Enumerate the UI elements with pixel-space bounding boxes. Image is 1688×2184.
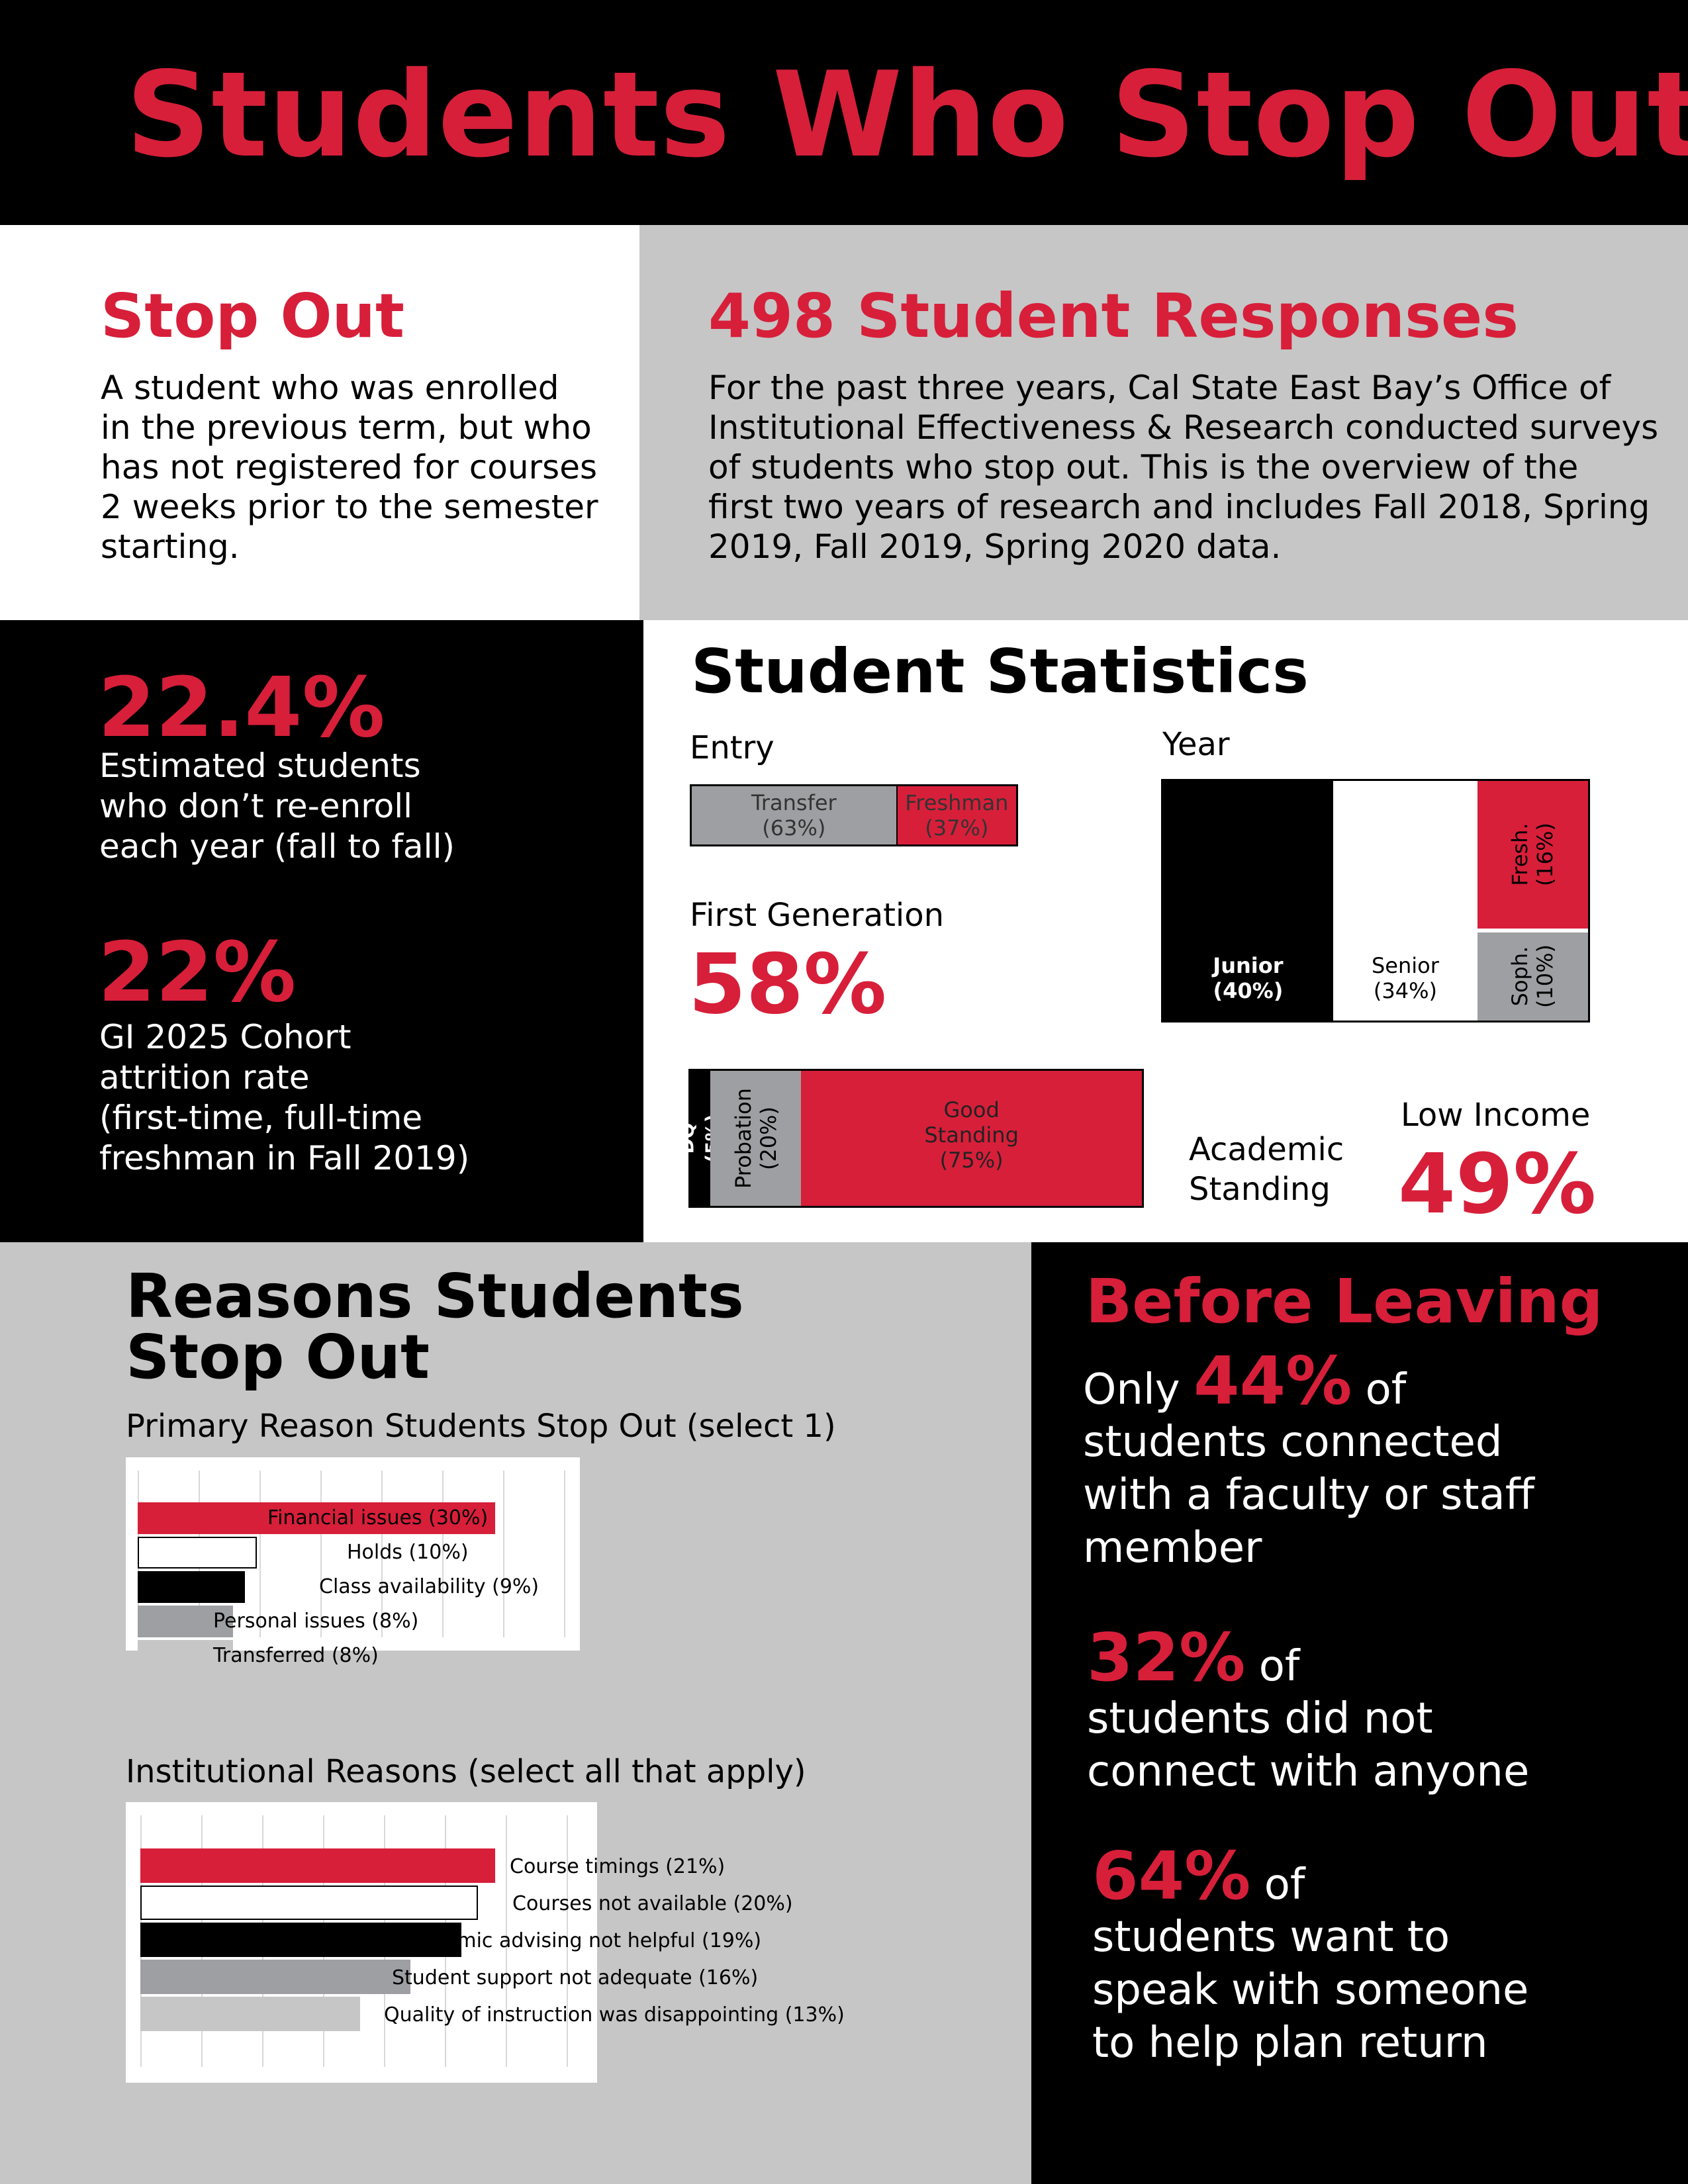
chart-bar: [138, 1502, 495, 1534]
gridline: [564, 1471, 565, 1637]
connected-prefix: Only: [1083, 1365, 1180, 1414]
chart-bar: [138, 1537, 257, 1569]
chart-bar: [138, 1640, 233, 1672]
header-banner: Students Who Stop Out: [0, 0, 1688, 225]
attrition-stats-panel: 22.4% Estimated students who don’t re-en…: [0, 620, 643, 1242]
connected-value: 44%: [1193, 1342, 1352, 1420]
year-label: Year: [1162, 726, 1230, 763]
year-segment-label: Senior (34%): [1371, 953, 1439, 1003]
institutional-reasons-title: Institutional Reasons (select all that a…: [126, 1753, 806, 1790]
before-leaving-heading: Before Leaving: [1086, 1266, 1603, 1337]
institutional-reasons-chart: Course timings (21%) Courses not availabl…: [126, 1802, 845, 2083]
responses-panel: 498 Student Responses For the past three…: [639, 225, 1688, 620]
standing-segment: Good Standing (75%): [801, 1071, 1142, 1206]
first-generation-label: First Generation: [690, 897, 945, 934]
plan-return-value: 64%: [1092, 1837, 1251, 1915]
connected-text: students connected with a faculty or sta…: [1083, 1418, 1534, 1572]
bar-label: Student support not adequate (16%): [392, 1966, 759, 1989]
bar-label: Personal issues (8%): [213, 1610, 419, 1633]
gridline: [442, 1471, 444, 1637]
no-connect-suffix: of: [1258, 1642, 1300, 1691]
year-segment: Senior (34%): [1333, 781, 1478, 1021]
first-generation-value: 58%: [688, 936, 887, 1032]
year-segment: Soph. (10%): [1477, 928, 1588, 1021]
bar-label: Transferred (8%): [213, 1644, 379, 1667]
bar-label: Courses not available (20%): [512, 1892, 793, 1915]
statistics-heading: Student Statistics: [691, 636, 1309, 707]
bar-label: Quality of instruction was disappointing…: [384, 2003, 845, 2026]
student-statistics-panel: Student Statistics Entry Transfer (63%) F…: [643, 620, 1688, 1242]
bar-label: Academic advising not helpful (19%): [396, 1929, 762, 1952]
responses-heading: 498 Student Responses: [708, 281, 1519, 351]
standing-segment-label: Good Standing (75%): [924, 1097, 1019, 1173]
no-connect-stat-line: 32% of: [1087, 1625, 1300, 1693]
year-segment: Junior (40%): [1163, 781, 1333, 1021]
cohort-stat-text: GI 2025 Cohort attrition rate (first-tim…: [99, 1018, 470, 1177]
year-segment-label: Fresh. (16%): [1507, 823, 1558, 887]
low-income-value: 49%: [1398, 1136, 1597, 1232]
reenroll-stat-value: 22.4%: [98, 660, 385, 756]
entry-bar: Transfer (63%) Freshman (37%): [690, 784, 1018, 846]
chart-bar: [140, 1960, 410, 1994]
chart-bar: [140, 1923, 461, 1957]
year-segment-label: Soph. (10%): [1507, 944, 1558, 1009]
no-connect-value: 32%: [1087, 1619, 1246, 1696]
no-connect-text: students did not connect with anyone: [1087, 1694, 1530, 1796]
entry-segment: Freshman (37%): [896, 786, 1016, 844]
entry-segment: Transfer (63%): [692, 786, 896, 844]
bar-label: Course timings (21%): [510, 1855, 726, 1878]
reasons-panel: Reasons Students Stop Out Primary Reason…: [0, 1242, 1031, 2184]
gridline: [320, 1471, 322, 1637]
chart-bar: [140, 1848, 495, 1883]
gridline: [381, 1471, 383, 1637]
standing-segment: Probation (20%): [710, 1071, 802, 1206]
before-leaving-panel: Before Leaving Only 44% of students conn…: [1031, 1242, 1688, 2184]
page-title: Students Who Stop Out: [126, 46, 1688, 183]
reenroll-stat-text: Estimated students who don’t re-enroll e…: [99, 747, 455, 866]
primary-reason-title: Primary Reason Students Stop Out (select…: [126, 1408, 836, 1445]
standing-segment: DQ (5%): [677, 1071, 724, 1206]
connected-stat-line: Only 44% of: [1083, 1348, 1407, 1416]
gridline: [259, 1471, 261, 1637]
chart-bar: [138, 1606, 233, 1637]
primary-reason-chart: Financial issues (30%) Holds (10%) Class a…: [126, 1457, 580, 1672]
academic-standing-bar: DQ (5%)Probation (20%) Good Standing (75%…: [677, 1069, 1144, 1208]
year-segment: Fresh. (16%): [1477, 781, 1588, 929]
plan-return-stat-line: 64% of: [1092, 1843, 1305, 1911]
reasons-heading: Reasons Students Stop Out: [126, 1261, 744, 1392]
stop-out-definition-panel: Stop Out A student who was enrolled in t…: [0, 225, 639, 620]
standing-segment-label: Probation (20%): [730, 1088, 781, 1189]
low-income-label: Low Income: [1401, 1097, 1591, 1134]
chart-bar: [140, 1997, 360, 2031]
bar-label: Financial issues (30%): [267, 1506, 489, 1529]
gridline: [503, 1471, 504, 1637]
year-segment-label: Junior (40%): [1213, 953, 1284, 1003]
gridline: [567, 1815, 568, 2067]
bar-label: Class availability (9%): [319, 1575, 539, 1598]
plan-return-suffix: of: [1264, 1860, 1305, 1909]
academic-standing-label: Academic Standing: [1189, 1131, 1344, 1208]
gridline: [506, 1815, 507, 2067]
cohort-stat-value: 22%: [98, 925, 297, 1021]
plan-return-text: students want to speak with someone to h…: [1092, 1913, 1529, 2068]
connected-suffix: of: [1365, 1365, 1407, 1414]
entry-label: Entry: [690, 729, 774, 766]
chart-bar: [138, 1571, 245, 1603]
definition-text: A student who was enrolled in the previo…: [101, 369, 598, 566]
definition-heading: Stop Out: [101, 281, 405, 351]
responses-text: For the past three years, Cal State East…: [708, 369, 1659, 566]
bar-label: Holds (10%): [347, 1541, 469, 1564]
year-treemap: Junior (40%) Senior (34%) Fresh. (16%) Soph…: [1161, 779, 1590, 1023]
chart-bar: [140, 1886, 478, 1920]
